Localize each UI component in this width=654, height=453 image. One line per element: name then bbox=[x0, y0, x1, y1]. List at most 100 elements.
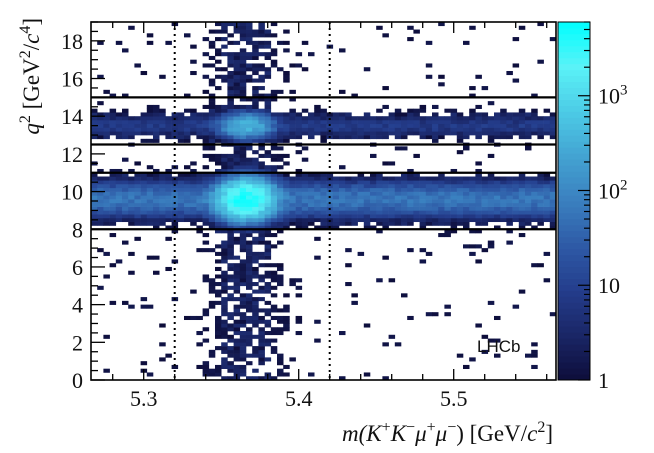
heatmap-cell bbox=[252, 236, 259, 241]
heatmap-cell bbox=[264, 331, 272, 336]
heatmap-cell bbox=[215, 259, 222, 264]
heatmap-cell bbox=[339, 89, 346, 94]
heatmap-cell bbox=[413, 206, 420, 211]
heatmap-cell bbox=[345, 282, 352, 287]
heatmap-cell bbox=[382, 123, 389, 128]
heatmap-cell bbox=[264, 93, 272, 98]
heatmap-cell bbox=[246, 217, 253, 223]
heatmap-cell bbox=[419, 176, 427, 181]
heatmap-cell bbox=[115, 195, 123, 200]
heatmap-cell bbox=[97, 101, 104, 106]
heatmap-cell bbox=[525, 210, 532, 215]
heatmap-cell bbox=[252, 184, 259, 189]
heatmap-cell bbox=[264, 240, 272, 245]
heatmap-cell bbox=[215, 29, 222, 34]
heatmap-cell bbox=[196, 119, 203, 125]
heatmap-cell bbox=[246, 176, 253, 181]
heatmap-cell bbox=[165, 184, 172, 189]
heatmap-cell bbox=[239, 33, 247, 38]
heatmap-cell bbox=[456, 127, 464, 132]
heatmap-cell bbox=[270, 59, 278, 64]
heatmap-cell bbox=[295, 331, 303, 336]
heatmap-cell bbox=[475, 195, 482, 200]
heatmap-cell bbox=[277, 157, 284, 162]
color-scale-tick-label: 1 bbox=[598, 368, 609, 393]
heatmap-cell bbox=[270, 214, 278, 219]
heatmap-cell bbox=[425, 191, 433, 196]
color-scale-band bbox=[558, 272, 590, 279]
heatmap-cell bbox=[115, 127, 123, 132]
heatmap-cell bbox=[252, 40, 259, 45]
heatmap-cell bbox=[357, 116, 365, 121]
heatmap-cell bbox=[301, 210, 309, 215]
heatmap-cell bbox=[190, 131, 197, 136]
heatmap-cell bbox=[314, 255, 321, 260]
heatmap-cell bbox=[401, 202, 408, 207]
heatmap-cell bbox=[233, 168, 241, 174]
color-scale-band bbox=[558, 111, 590, 118]
heatmap-cell bbox=[345, 214, 352, 219]
heatmap-cell bbox=[500, 187, 507, 192]
heatmap-cell bbox=[444, 131, 451, 136]
heatmap-cell bbox=[258, 138, 265, 143]
heatmap-cell bbox=[227, 323, 234, 328]
heatmap-cell bbox=[264, 210, 272, 215]
heatmap-cell bbox=[419, 248, 427, 253]
heatmap-cell bbox=[103, 116, 110, 121]
heatmap-cell bbox=[227, 108, 234, 113]
heatmap-cell bbox=[289, 63, 296, 68]
heatmap-cell bbox=[239, 282, 247, 287]
heatmap-cell bbox=[401, 217, 408, 223]
color-scale-band bbox=[558, 326, 590, 333]
heatmap-cell bbox=[500, 206, 507, 211]
heatmap-cell bbox=[233, 138, 241, 143]
heatmap-cell bbox=[109, 123, 117, 128]
heatmap-cell bbox=[363, 127, 371, 132]
heatmap-cell bbox=[115, 112, 123, 117]
heatmap-cell bbox=[215, 180, 222, 185]
heatmap-cell bbox=[450, 221, 458, 226]
heatmap-cell bbox=[221, 138, 228, 143]
heatmap-cell bbox=[444, 108, 451, 113]
heatmap-cell bbox=[252, 116, 259, 121]
heatmap-cell bbox=[345, 210, 352, 215]
heatmap-cell bbox=[401, 184, 408, 189]
heatmap-cell bbox=[512, 123, 520, 128]
heatmap-cell bbox=[221, 161, 228, 166]
heatmap-cell bbox=[518, 119, 526, 125]
heatmap-cell bbox=[370, 119, 377, 125]
heatmap-cell bbox=[196, 202, 203, 207]
heatmap-cell bbox=[332, 210, 340, 215]
heatmap-cell bbox=[401, 131, 408, 136]
heatmap-cell bbox=[506, 127, 513, 132]
heatmap-cell bbox=[506, 119, 513, 125]
heatmap-cell bbox=[487, 119, 495, 125]
heatmap-cell bbox=[332, 176, 340, 181]
heatmap-cell bbox=[196, 123, 203, 128]
heatmap-cell bbox=[215, 202, 222, 207]
heatmap-cell bbox=[388, 195, 396, 200]
heatmap-cell bbox=[258, 263, 265, 268]
heatmap-cell bbox=[345, 127, 352, 132]
heatmap-cell bbox=[339, 131, 346, 136]
heatmap-cell bbox=[258, 255, 265, 260]
heatmap-cell bbox=[357, 135, 365, 140]
heatmap-cell bbox=[239, 150, 247, 155]
heatmap-cell bbox=[345, 206, 352, 211]
heatmap-cell bbox=[277, 217, 284, 223]
heatmap-cell bbox=[264, 323, 272, 328]
heatmap-cell bbox=[277, 206, 284, 211]
heatmap-cell bbox=[146, 119, 154, 125]
heatmap-cell bbox=[221, 297, 228, 302]
heatmap-cell bbox=[171, 187, 179, 192]
heatmap-cell bbox=[512, 184, 520, 189]
heatmap-cell bbox=[221, 342, 228, 347]
heatmap-cell bbox=[140, 187, 148, 192]
heatmap-cell bbox=[425, 127, 433, 132]
heatmap-cell bbox=[264, 112, 272, 117]
heatmap-cell bbox=[115, 176, 123, 181]
heatmap-cell bbox=[425, 131, 433, 136]
heatmap-cell bbox=[233, 364, 241, 369]
heatmap-cell bbox=[165, 187, 172, 192]
